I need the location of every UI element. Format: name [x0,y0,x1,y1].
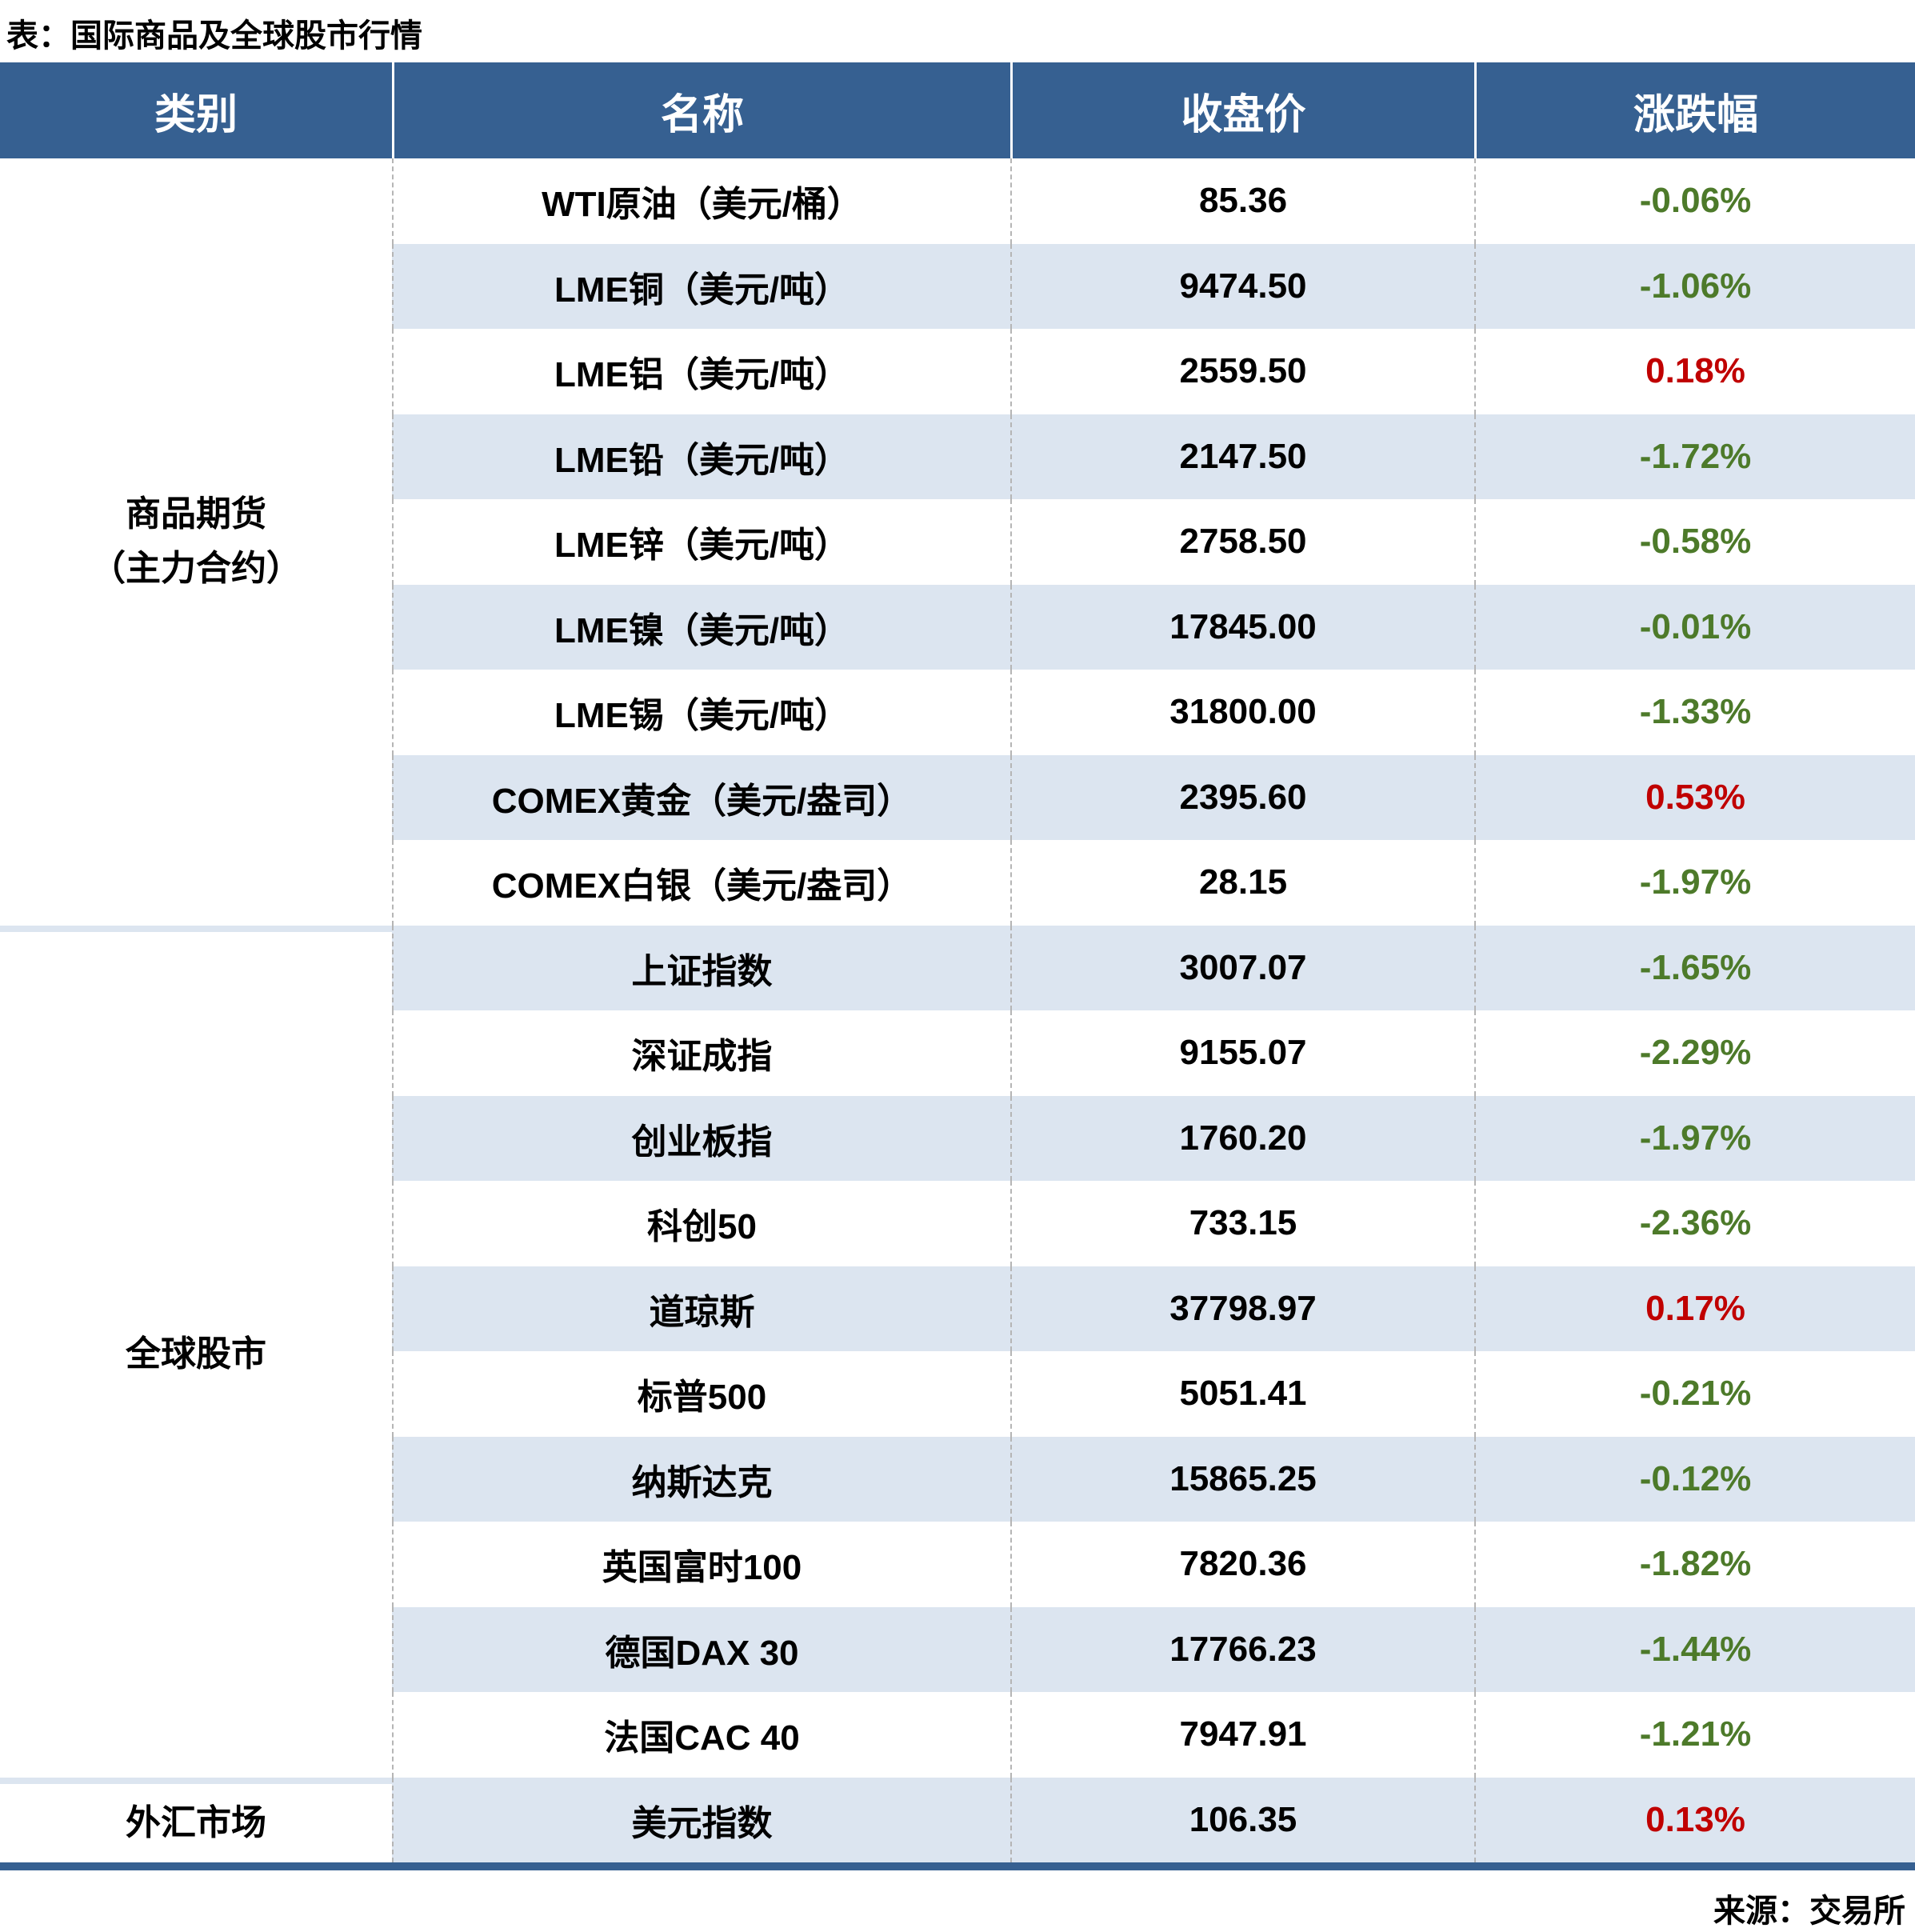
name-cell: LME锌（美元/吨） [392,499,1010,585]
close-cell: 9474.50 [1010,243,1474,329]
name-cell: LME锡（美元/吨） [392,670,1010,755]
close-cell: 1760.20 [1010,1095,1474,1181]
name-cell: 英国富时100 [392,1522,1010,1607]
category-cell: 全球股市 [0,925,392,1778]
column-header-name: 名称 [392,62,1010,158]
close-cell: 2559.50 [1010,329,1474,414]
change-cell: -1.21% [1474,1692,1915,1778]
category-sublabel: （主力合约） [90,549,302,589]
name-cell: 深证成指 [392,1010,1010,1096]
close-cell: 15865.25 [1010,1436,1474,1522]
table-header-row: 类别 名称 收盘价 涨跌幅 [0,62,1915,158]
name-cell: 德国DAX 30 [392,1606,1010,1692]
name-cell: 上证指数 [392,925,1010,1010]
change-cell: -1.82% [1474,1522,1915,1607]
category-cell: 外汇市场 [0,1777,392,1862]
change-cell: -1.72% [1474,414,1915,499]
name-cell: 美元指数 [392,1777,1010,1862]
change-cell: -1.65% [1474,925,1915,1010]
change-cell: -0.21% [1474,1351,1915,1437]
change-cell: -0.12% [1474,1436,1915,1522]
close-cell: 2758.50 [1010,499,1474,585]
name-cell: LME铅（美元/吨） [392,414,1010,499]
name-cell: WTI原油（美元/桶） [392,158,1010,244]
change-cell: 0.53% [1474,754,1915,840]
change-cell: 0.18% [1474,329,1915,414]
close-cell: 37798.97 [1010,1266,1474,1351]
column-header-close: 收盘价 [1010,62,1474,158]
table-title: 表：国际商品及全球股市行情 [6,18,422,54]
change-cell: -1.97% [1474,840,1915,926]
close-cell: 17845.00 [1010,584,1474,670]
close-cell: 31800.00 [1010,670,1474,755]
change-cell: 0.17% [1474,1266,1915,1351]
close-cell: 28.15 [1010,840,1474,926]
close-cell: 3007.07 [1010,925,1474,1010]
change-cell: -1.06% [1474,243,1915,329]
change-cell: -0.01% [1474,584,1915,670]
name-cell: LME铝（美元/吨） [392,329,1010,414]
close-cell: 106.35 [1010,1777,1474,1862]
category-cell: 商品期货 （主力合约） [0,158,392,926]
name-cell: 科创50 [392,1181,1010,1266]
name-cell: 创业板指 [392,1095,1010,1181]
name-cell: COMEX白银（美元/盎司） [392,840,1010,926]
category-label: 外汇市场 [126,1802,266,1842]
change-cell: -2.29% [1474,1010,1915,1096]
quote-table-body: 商品期货 （主力合约） WTI原油（美元/桶） 85.36 -0.06% LME铜（美元/… [0,158,1915,1862]
name-cell: 纳斯达克 [392,1436,1010,1522]
close-cell: 7820.36 [1010,1522,1474,1607]
name-cell: LME镍（美元/吨） [392,584,1010,670]
change-cell: -0.58% [1474,499,1915,585]
name-cell: LME铜（美元/吨） [392,243,1010,329]
close-cell: 17766.23 [1010,1606,1474,1692]
change-cell: -2.36% [1474,1181,1915,1266]
name-cell: COMEX黄金（美元/盎司） [392,754,1010,840]
name-cell: 法国CAC 40 [392,1692,1010,1778]
category-label: 商品期货 [126,494,266,534]
change-cell: -1.33% [1474,670,1915,755]
category-label: 全球股市 [126,1334,266,1374]
table-bottom-border [0,1862,1915,1870]
name-cell: 道琼斯 [392,1266,1010,1351]
close-cell: 2395.60 [1010,754,1474,840]
close-cell: 9155.07 [1010,1010,1474,1096]
close-cell: 733.15 [1010,1181,1474,1266]
change-cell: -0.06% [1474,158,1915,244]
name-cell: 标普500 [392,1351,1010,1437]
change-cell: -1.44% [1474,1606,1915,1692]
column-header-category: 类别 [0,62,392,158]
close-cell: 5051.41 [1010,1351,1474,1437]
column-header-change: 涨跌幅 [1474,62,1915,158]
source-note: 来源：交易所 [1713,1894,1905,1929]
close-cell: 2147.50 [1010,414,1474,499]
close-cell: 85.36 [1010,158,1474,244]
change-cell: 0.13% [1474,1777,1915,1862]
change-cell: -1.97% [1474,1095,1915,1181]
close-cell: 7947.91 [1010,1692,1474,1778]
